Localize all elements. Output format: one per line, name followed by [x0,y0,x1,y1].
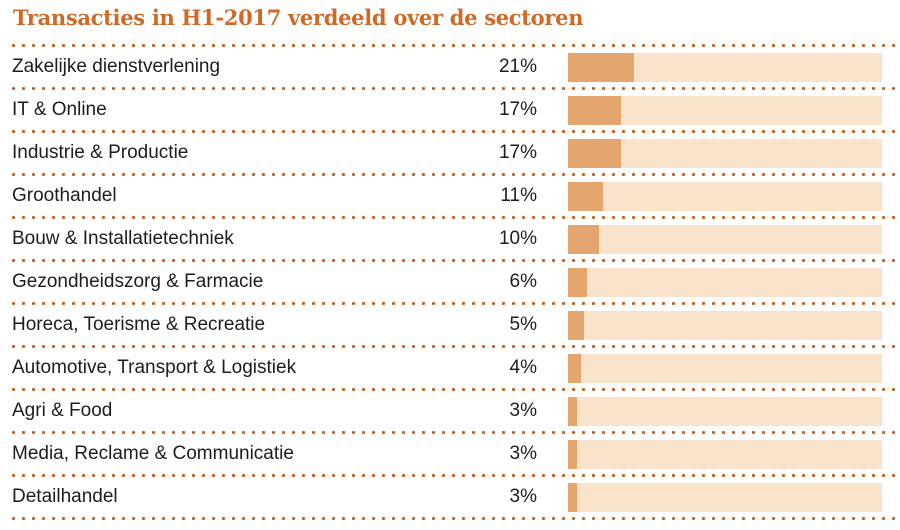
bar-track [568,267,882,297]
bar-track [568,310,882,340]
bar-track [568,95,882,125]
dotted-separator [12,173,897,176]
sector-row: Horeca, Toerisme & Recreatie 5% [0,305,900,345]
sector-label: Bouw & Installatietechniek [12,228,234,249]
sector-row: IT & Online 17% [0,90,900,130]
sector-percentage: 6% [509,271,537,292]
bar-fill [568,52,634,82]
sector-percentage: 3% [509,443,537,464]
sector-percentage: 17% [498,142,537,163]
bar-fill [568,310,584,340]
dotted-separator [12,87,897,90]
sector-label: Detailhandel [12,486,118,507]
sector-percentage: 3% [509,400,537,421]
sector-percentage: 10% [498,228,537,249]
dotted-separator [12,388,897,391]
chart-title: Transacties in H1-2017 verdeeld over de … [13,5,584,30]
dotted-separator [12,216,897,219]
dotted-separator [12,259,897,262]
sector-percentage: 5% [509,314,537,335]
bar-fill [568,353,581,383]
bar-track [568,482,882,512]
dotted-separator [12,474,897,477]
dotted-separator [12,345,897,348]
sector-percentage: 17% [498,99,537,120]
bar-fill [568,224,600,254]
dotted-separator [12,130,897,133]
bar-track [568,138,882,168]
sector-label: Groothandel [12,185,117,206]
bar-fill [568,439,578,469]
bar-track [568,181,882,211]
bar-fill [568,482,578,512]
bar-track [568,224,882,254]
sector-row: Media, Reclame & Communicatie 3% [0,434,900,474]
sector-row: Detailhandel 3% [0,477,900,517]
bar-track [568,439,882,469]
sector-label: Zakelijke dienstverlening [12,56,221,77]
sector-percentage: 21% [498,56,537,77]
bar-fill [568,396,578,426]
sector-row: Gezondheidszorg & Farmacie 6% [0,262,900,302]
dotted-separator [12,431,897,434]
bar-fill [568,181,603,211]
sector-label: Media, Reclame & Communicatie [12,443,294,464]
sector-label: IT & Online [12,99,107,120]
bar-track [568,353,882,383]
sector-label: Automotive, Transport & Logistiek [12,357,297,378]
sector-label: Agri & Food [12,400,113,421]
sector-row: Agri & Food 3% [0,391,900,431]
sector-row: Industrie & Productie 17% [0,133,900,173]
sector-percentage: 3% [509,486,537,507]
bar-fill [568,95,622,125]
sector-percentage: 11% [500,185,537,206]
sector-row: Zakelijke dienstverlening 21% [0,47,900,87]
bar-track [568,396,882,426]
sector-row: Automotive, Transport & Logistiek 4% [0,348,900,388]
dotted-separator [12,302,897,305]
sector-percentage: 4% [509,357,537,378]
sector-label: Gezondheidszorg & Farmacie [12,271,264,292]
dotted-separator [12,517,897,520]
dotted-separator [12,44,897,47]
sector-row: Groothandel 11% [0,176,900,216]
sector-label: Horeca, Toerisme & Recreatie [12,314,266,335]
bar-track [568,52,882,82]
bar-fill [568,138,622,168]
sector-label: Industrie & Productie [12,142,189,163]
sector-row: Bouw & Installatietechniek 10% [0,219,900,259]
chart-rows: Zakelijke dienstverlening 21% IT & Onlin… [0,44,900,520]
bar-fill [568,267,587,297]
